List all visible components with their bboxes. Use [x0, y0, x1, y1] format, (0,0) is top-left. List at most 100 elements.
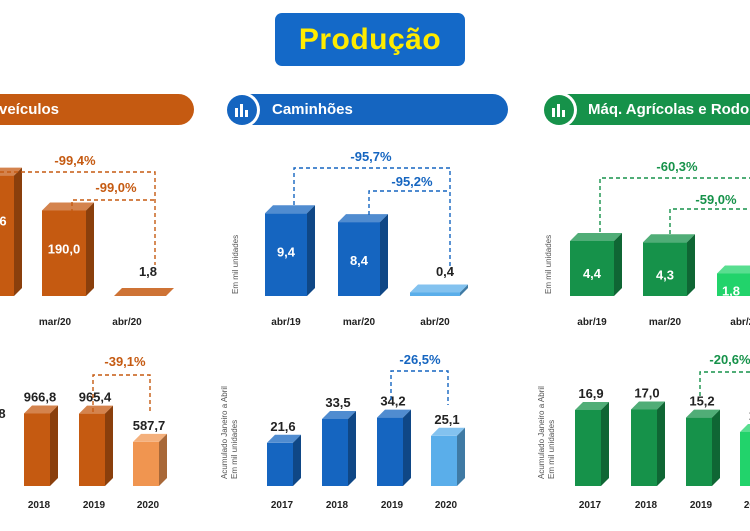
auto-monthly-bar-2-flat — [114, 288, 174, 296]
trucks-monthly-variation-0: -95,7% — [350, 149, 392, 164]
auto-ytd-bar-1-front — [79, 413, 105, 486]
auto-ytd-bar-0-side — [50, 405, 58, 486]
trucks-monthly-bar-0-front — [265, 213, 307, 296]
trucks-ytd-bar-1-side — [348, 411, 356, 486]
agro-ytd-bar-1-top — [631, 401, 665, 410]
auto-monthly-bar-1-side — [86, 202, 94, 296]
agro-monthly-data-label-2: 1,8 — [722, 284, 740, 299]
section-title-maquinas: Máq. Agrícolas e Rodo — [588, 101, 750, 118]
trucks-monthly-category-0: abr/19 — [271, 317, 301, 328]
agro-ytd-bar-1-side — [657, 401, 665, 486]
agro-ytd-bar-3 — [740, 424, 750, 486]
trucks-ytd-data-label-3: 25,1 — [434, 412, 459, 427]
trucks-monthly-category-2: abr/20 — [420, 317, 450, 328]
agro-ytd-bar-2-front — [686, 417, 712, 486]
auto-monthly-variation-1: -99,0% — [95, 180, 137, 195]
section-header-maquinas: Máq. Agrícolas e Rodo — [548, 94, 750, 125]
trucks-monthly-variation-1: -95,2% — [391, 174, 433, 189]
trucks-monthly-bar-0 — [265, 205, 315, 296]
auto-monthly-data-label-2: 1,8 — [139, 264, 157, 279]
section-title-caminhoes: Caminhões — [272, 101, 353, 118]
agro-monthly-bracket-outer — [599, 177, 750, 232]
agro-ytd-bar-0 — [575, 401, 609, 486]
trucks-monthly-bar-2-side — [460, 284, 468, 296]
agro-ytd-bar-1 — [631, 401, 665, 486]
agro-ytd-bar-1-front — [631, 409, 657, 486]
agro-monthly-bracket-inner — [669, 208, 750, 234]
agro-ytd-bar-2-side — [712, 409, 720, 486]
agro-ytd-bar-2 — [686, 409, 720, 486]
trucks-monthly-data-label-1: 8,4 — [350, 253, 369, 268]
page-title-text: Produção — [298, 22, 442, 56]
auto-ytd-bar-0-top — [24, 405, 58, 414]
auto-ytd-bar-1-side — [105, 405, 113, 486]
trucks-ytd-bar-2 — [377, 409, 411, 486]
agro-ytd-bar-2-top — [686, 409, 720, 418]
agro-monthly-bar-0-side — [614, 233, 622, 296]
trucks-ytd-bar-2-side — [403, 409, 411, 486]
agro-ytd-bracket — [699, 371, 750, 396]
agro-ytd-data-label-0: 16,9 — [578, 386, 603, 401]
agro-monthly-variation-1: -59,0% — [695, 192, 737, 207]
axis-label-trucks-ytd-1: Acumulado Janeiro a Abril — [220, 386, 229, 479]
auto-ytd-bar-2-front — [133, 441, 159, 486]
auto-ytd-bar-0 — [24, 405, 58, 486]
trucks-monthly-bar-2-front — [410, 292, 460, 296]
trucks-monthly-bar-0-side — [307, 205, 315, 296]
auto-monthly-bar-1-top — [42, 202, 94, 211]
agro-ytd-category-3: 2020 — [744, 500, 750, 511]
auto-ytd-data-label-0: 966,8 — [24, 389, 57, 404]
agro-ytd-data-label-1: 17,0 — [634, 386, 659, 401]
trucks-ytd-data-label-0: 21,6 — [270, 419, 295, 434]
agro-monthly-bar-2 — [717, 265, 750, 296]
section-header-caminhoes: Caminhões — [230, 94, 508, 125]
auto-monthly-bar-1 — [42, 202, 94, 296]
auto-ytd-data-label-2: 587,7 — [133, 418, 166, 433]
page-title: Produção — [275, 13, 465, 66]
trucks-ytd-data-label-2: 34,2 — [380, 394, 405, 409]
agro-monthly-variation-0: -60,3% — [656, 159, 698, 174]
agro-ytd-bar-0-side — [601, 401, 609, 486]
agro-ytd-bar-0-top — [575, 401, 609, 410]
auto-ytd-bar-2-side — [159, 433, 167, 486]
agro-ytd-category-0: 2017 — [579, 500, 602, 511]
trucks-monthly-data-label-2: 0,4 — [436, 264, 455, 279]
agro-ytd-category-1: 2018 — [635, 500, 658, 511]
trucks-monthly-bar-1-front — [338, 222, 380, 296]
trucks-ytd-bar-2-top — [377, 409, 411, 418]
trucks-ytd-bar-3-top — [431, 427, 465, 436]
agro-monthly-bar-1-side — [687, 234, 695, 296]
agro-monthly-bar-0-top — [570, 233, 622, 241]
auto-monthly-data-label-1: 190,0 — [48, 242, 81, 257]
trucks-monthly-data-label-0: 9,4 — [277, 244, 296, 259]
section-header-autoveiculos: veículos — [0, 94, 194, 125]
auto-ytd-variation-0: -39,1% — [104, 354, 146, 369]
auto-ytd-bar-0-front — [24, 413, 50, 486]
agro-ytd-bar-0-front — [575, 409, 601, 486]
trucks-monthly-bar-2 — [410, 284, 468, 296]
auto-ytd-category-2: 2020 — [137, 500, 160, 511]
trucks-ytd-category-0: 2017 — [271, 500, 294, 511]
trucks-ytd-bar-0-front — [267, 442, 293, 486]
agro-ytd-data-label-2: 15,2 — [689, 394, 714, 409]
auto-monthly-bar-0-front — [0, 175, 14, 296]
agro-monthly-data-label-1: 4,3 — [656, 267, 674, 282]
auto-monthly-bar-0-side — [14, 167, 22, 296]
trucks-monthly-bracket-outer — [293, 167, 451, 268]
auto-ytd-data-label-1: 965,4 — [79, 390, 112, 405]
agro-monthly-category-2: abr/20 — [730, 317, 750, 328]
trucks-monthly-bar-1 — [338, 214, 388, 296]
auto-ytd-bar-2-top — [133, 433, 167, 442]
trucks-ytd-data-label-1: 33,5 — [325, 395, 350, 410]
auto-ytd-bar-1 — [79, 405, 113, 486]
axis-label-agro-monthly: Em mil unidades — [544, 235, 553, 294]
trucks-monthly-bracket-inner — [368, 190, 450, 215]
auto-monthly-bracket-outer — [0, 171, 156, 265]
trucks-monthly-bar-1-top — [338, 214, 388, 223]
agro-ytd-data-label-3: 12 — [749, 408, 750, 423]
bar-chart-icon — [224, 92, 260, 128]
trucks-ytd-bar-3 — [431, 427, 465, 486]
trucks-ytd-category-2: 2019 — [381, 500, 404, 511]
auto-ytd-bar-1-top — [79, 405, 113, 414]
